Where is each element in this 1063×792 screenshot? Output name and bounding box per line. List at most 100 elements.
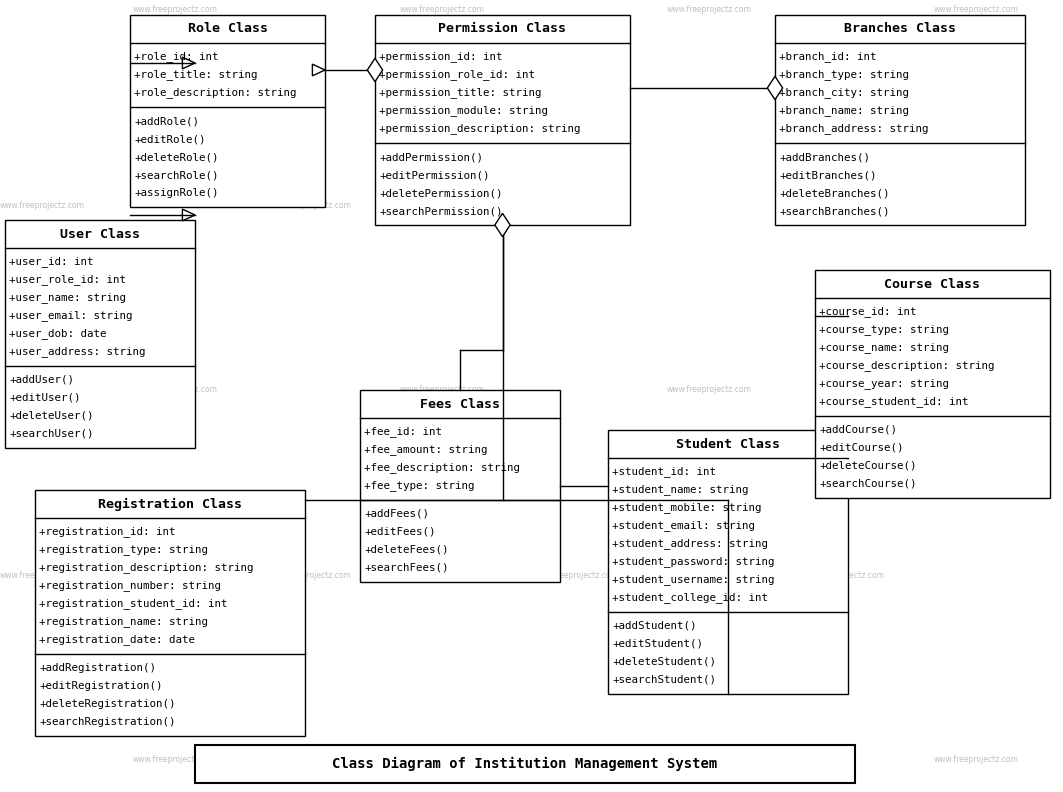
Text: +course_year: string: +course_year: string (819, 379, 949, 390)
Text: +registration_date: date: +registration_date: date (39, 634, 195, 645)
Bar (35, 490, 305, 736)
Text: +editRole(): +editRole() (134, 134, 205, 144)
Text: +editPermission(): +editPermission() (379, 170, 489, 180)
Text: +deleteStudent(): +deleteStudent() (612, 657, 716, 667)
Bar (195, 745, 855, 783)
Polygon shape (495, 213, 510, 237)
Text: +fee_type: string: +fee_type: string (364, 481, 474, 492)
Text: +deleteFees(): +deleteFees() (364, 545, 449, 555)
Text: Student Class: Student Class (676, 437, 780, 451)
Text: +searchFees(): +searchFees() (364, 563, 449, 573)
Text: +deleteBranches(): +deleteBranches() (779, 188, 890, 198)
Text: www.freeprojectz.com: www.freeprojectz.com (400, 756, 485, 764)
Text: Role Class: Role Class (187, 22, 268, 36)
Text: +student_address: string: +student_address: string (612, 539, 767, 550)
Text: +user_email: string: +user_email: string (9, 310, 133, 322)
Text: +permission_description: string: +permission_description: string (379, 124, 580, 135)
Text: +deleteRegistration(): +deleteRegistration() (39, 699, 175, 709)
Text: +user_id: int: +user_id: int (9, 257, 94, 268)
Text: +searchRegistration(): +searchRegistration() (39, 717, 175, 727)
Text: +user_dob: date: +user_dob: date (9, 329, 106, 340)
Text: +registration_number: string: +registration_number: string (39, 581, 221, 592)
Text: +registration_name: string: +registration_name: string (39, 616, 208, 627)
Text: +searchCourse(): +searchCourse() (819, 479, 916, 489)
Text: +course_type: string: +course_type: string (819, 325, 949, 336)
Text: www.freeprojectz.com: www.freeprojectz.com (800, 200, 884, 210)
Text: +permission_title: string: +permission_title: string (379, 88, 541, 98)
Text: www.freeprojectz.com: www.freeprojectz.com (400, 6, 485, 14)
Text: +role_title: string: +role_title: string (134, 70, 257, 81)
Text: +branch_type: string: +branch_type: string (779, 70, 909, 81)
Text: +student_name: string: +student_name: string (612, 485, 748, 496)
Text: +course_student_id: int: +course_student_id: int (819, 397, 968, 407)
Text: +addStudent(): +addStudent() (612, 621, 696, 631)
Text: +student_mobile: string: +student_mobile: string (612, 503, 761, 513)
Text: +branch_address: string: +branch_address: string (779, 124, 928, 135)
Text: www.freeprojectz.com: www.freeprojectz.com (534, 570, 619, 580)
Text: www.freeprojectz.com: www.freeprojectz.com (133, 386, 218, 394)
Text: +student_password: string: +student_password: string (612, 557, 775, 567)
Text: www.freeprojectz.com: www.freeprojectz.com (0, 200, 85, 210)
Text: +addRegistration(): +addRegistration() (39, 663, 156, 673)
Text: +course_id: int: +course_id: int (819, 307, 916, 318)
Text: www.freeprojectz.com: www.freeprojectz.com (0, 570, 85, 580)
Text: +addRole(): +addRole() (134, 116, 199, 126)
Text: www.freeprojectz.com: www.freeprojectz.com (934, 6, 1018, 14)
Text: www.freeprojectz.com: www.freeprojectz.com (534, 200, 619, 210)
Text: +deleteCourse(): +deleteCourse() (819, 461, 916, 471)
Text: +course_description: string: +course_description: string (819, 360, 995, 371)
Text: +branch_id: int: +branch_id: int (779, 51, 877, 63)
Text: +user_address: string: +user_address: string (9, 347, 146, 357)
Text: www.freeprojectz.com: www.freeprojectz.com (133, 756, 218, 764)
Text: +permission_id: int: +permission_id: int (379, 51, 503, 63)
Text: +addCourse(): +addCourse() (819, 425, 897, 435)
Text: +role_description: string: +role_description: string (134, 88, 297, 98)
Text: +deletePermission(): +deletePermission() (379, 188, 503, 198)
Text: www.freeprojectz.com: www.freeprojectz.com (934, 386, 1018, 394)
Text: +assignRole(): +assignRole() (134, 188, 219, 198)
Text: www.freeprojectz.com: www.freeprojectz.com (133, 6, 218, 14)
Text: +addFees(): +addFees() (364, 509, 429, 519)
Text: +editCourse(): +editCourse() (819, 443, 904, 453)
Text: +fee_id: int: +fee_id: int (364, 427, 442, 437)
Text: Fees Class: Fees Class (420, 398, 500, 410)
Text: +permission_role_id: int: +permission_role_id: int (379, 70, 535, 81)
Text: +addBranches(): +addBranches() (779, 152, 870, 162)
Text: +role_id: int: +role_id: int (134, 51, 219, 63)
Text: +user_role_id: int: +user_role_id: int (9, 275, 126, 285)
Bar (815, 270, 1050, 498)
Text: +deleteRole(): +deleteRole() (134, 152, 219, 162)
Bar (608, 430, 848, 694)
Text: www.freeprojectz.com: www.freeprojectz.com (400, 386, 485, 394)
Text: www.freeprojectz.com: www.freeprojectz.com (800, 570, 884, 580)
Text: +editFees(): +editFees() (364, 527, 436, 537)
Bar (375, 15, 630, 225)
Text: +fee_description: string: +fee_description: string (364, 463, 520, 474)
Text: +editUser(): +editUser() (9, 393, 81, 403)
Text: +branch_name: string: +branch_name: string (779, 105, 909, 116)
Text: www.freeprojectz.com: www.freeprojectz.com (934, 756, 1018, 764)
Polygon shape (767, 76, 782, 100)
Text: +searchRole(): +searchRole() (134, 170, 219, 180)
Text: Course Class: Course Class (884, 277, 980, 291)
Text: +registration_description: string: +registration_description: string (39, 562, 253, 573)
Text: www.freeprojectz.com: www.freeprojectz.com (667, 756, 752, 764)
Polygon shape (368, 59, 383, 82)
Text: +student_id: int: +student_id: int (612, 466, 716, 478)
Text: Permission Class: Permission Class (439, 22, 567, 36)
Text: +editRegistration(): +editRegistration() (39, 681, 163, 691)
Text: +permission_module: string: +permission_module: string (379, 105, 549, 116)
Text: +student_college_id: int: +student_college_id: int (612, 592, 767, 604)
Bar (360, 390, 560, 582)
Text: +searchBranches(): +searchBranches() (779, 206, 890, 216)
Text: Class Diagram of Institution Management System: Class Diagram of Institution Management … (333, 757, 718, 771)
Text: www.freeprojectz.com: www.freeprojectz.com (667, 386, 752, 394)
Text: www.freeprojectz.com: www.freeprojectz.com (267, 200, 352, 210)
Text: +fee_amount: string: +fee_amount: string (364, 444, 488, 455)
Text: +student_email: string: +student_email: string (612, 520, 755, 531)
Text: +registration_type: string: +registration_type: string (39, 545, 208, 555)
Text: www.freeprojectz.com: www.freeprojectz.com (267, 570, 352, 580)
Text: User Class: User Class (60, 227, 140, 241)
Text: +addPermission(): +addPermission() (379, 152, 483, 162)
Text: +user_name: string: +user_name: string (9, 292, 126, 303)
